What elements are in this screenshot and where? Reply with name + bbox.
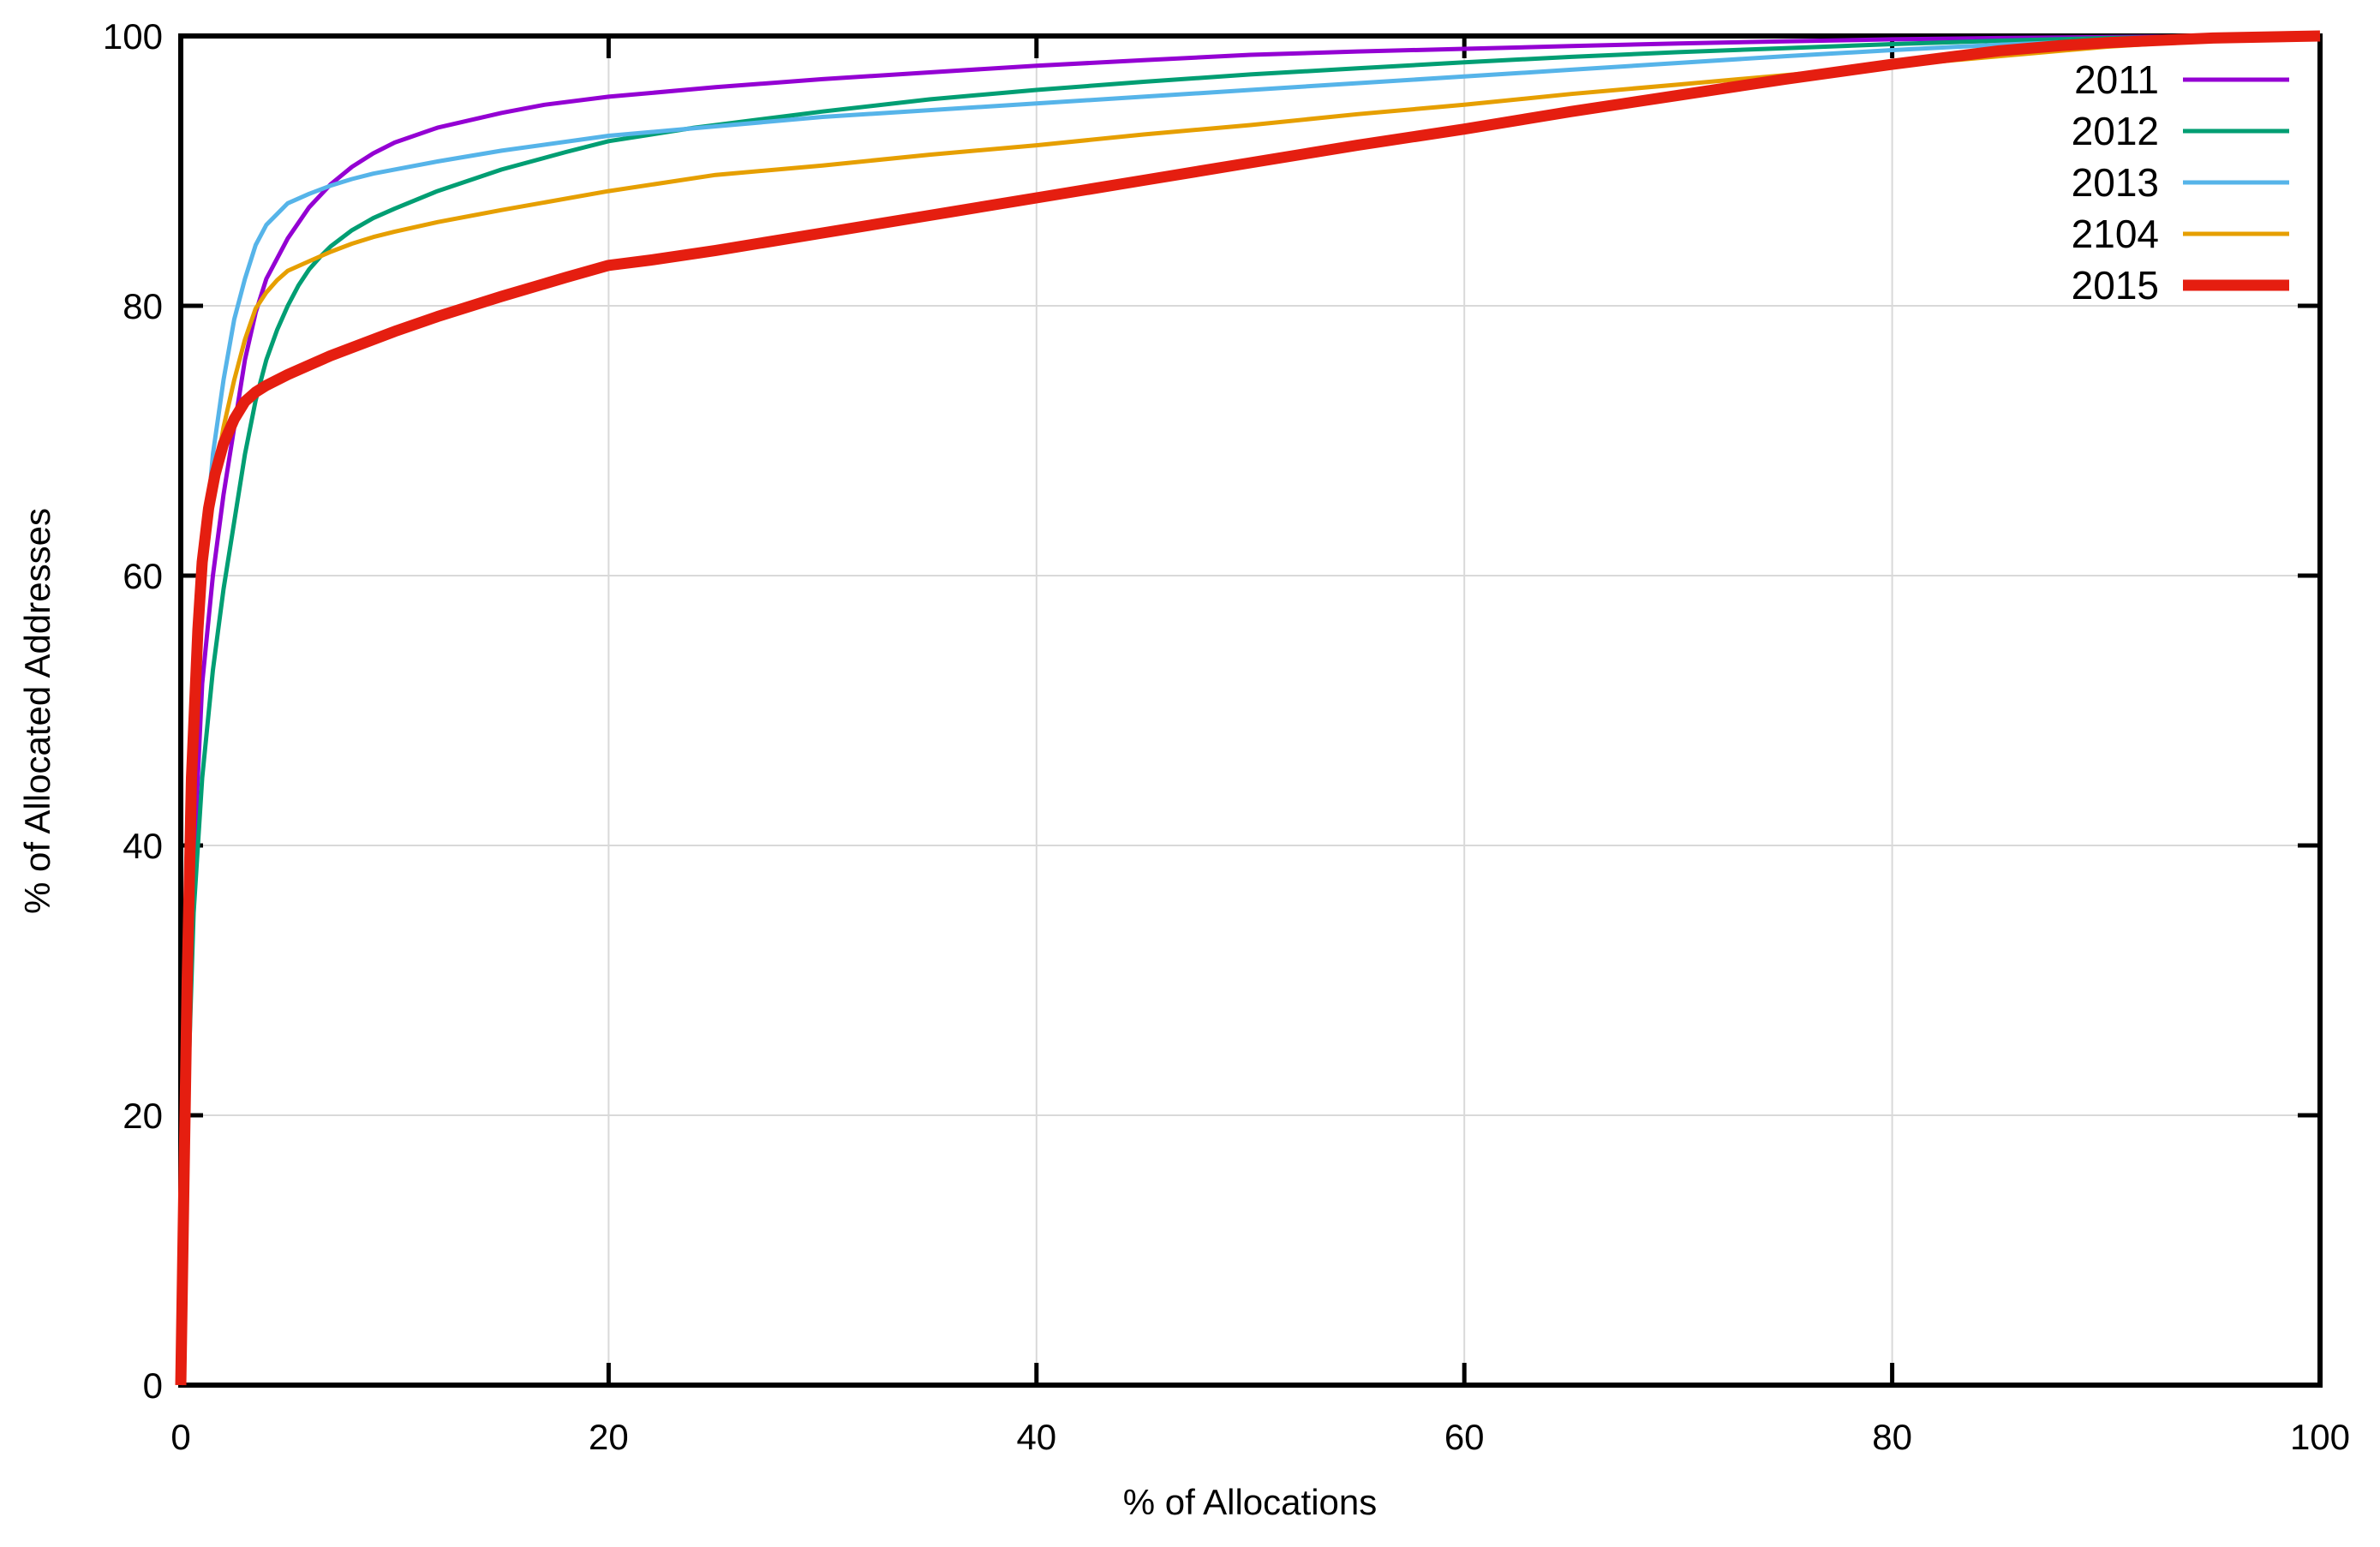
tick-label-layer: 0 20 40 60 80 100 0 20 40 60 80 100 — [103, 16, 2350, 1457]
plot-border-rect — [178, 33, 2323, 1388]
series-line-2012 — [178, 33, 2321, 1386]
legend-label-2012: 2012 — [2072, 109, 2159, 153]
x-tick-label-80: 80 — [1872, 1417, 1912, 1457]
x-tick-label-20: 20 — [589, 1417, 629, 1457]
y-tick-label-100: 100 — [103, 16, 163, 57]
grid-layer — [181, 36, 2320, 1385]
series-line-2013 — [178, 33, 2321, 1386]
series-line-2015 — [175, 30, 2321, 1386]
y-tick-label-60: 60 — [123, 556, 163, 596]
y-tick-label-20: 20 — [123, 1096, 163, 1136]
series-line-2104 — [178, 33, 2321, 1386]
y-tick-label-80: 80 — [123, 286, 163, 326]
x-tick-label-60: 60 — [1444, 1417, 1485, 1457]
series-line-2011 — [178, 33, 2321, 1386]
plot-border — [178, 33, 2323, 1388]
x-tick-label-0: 0 — [170, 1417, 190, 1457]
legend-label-2011: 2011 — [2074, 57, 2159, 102]
x-tick-label-100: 100 — [2290, 1417, 2350, 1457]
series-layer — [175, 30, 2321, 1386]
legend-label-2013: 2013 — [2072, 160, 2159, 205]
x-tick-label-40: 40 — [1016, 1417, 1056, 1457]
tick-layer — [178, 33, 2323, 1388]
legend-label-2015: 2015 — [2072, 263, 2159, 308]
legend-entry-2015: 2015 — [2072, 263, 2289, 308]
x-axis-title: % of Allocations — [1123, 1482, 1378, 1522]
y-tick-label-40: 40 — [123, 826, 163, 866]
legend: 2011 2012 2013 2104 2015 — [2072, 57, 2289, 308]
y-axis-title: % of Allocated Addresses — [17, 508, 57, 914]
legend-entry-2013: 2013 — [2072, 160, 2289, 205]
legend-entry-2012: 2012 — [2072, 109, 2289, 153]
legend-entry-2104: 2104 — [2072, 212, 2289, 256]
legend-entry-2011: 2011 — [2074, 57, 2289, 102]
y-tick-label-0: 0 — [143, 1365, 163, 1406]
legend-label-2104: 2104 — [2072, 212, 2159, 256]
